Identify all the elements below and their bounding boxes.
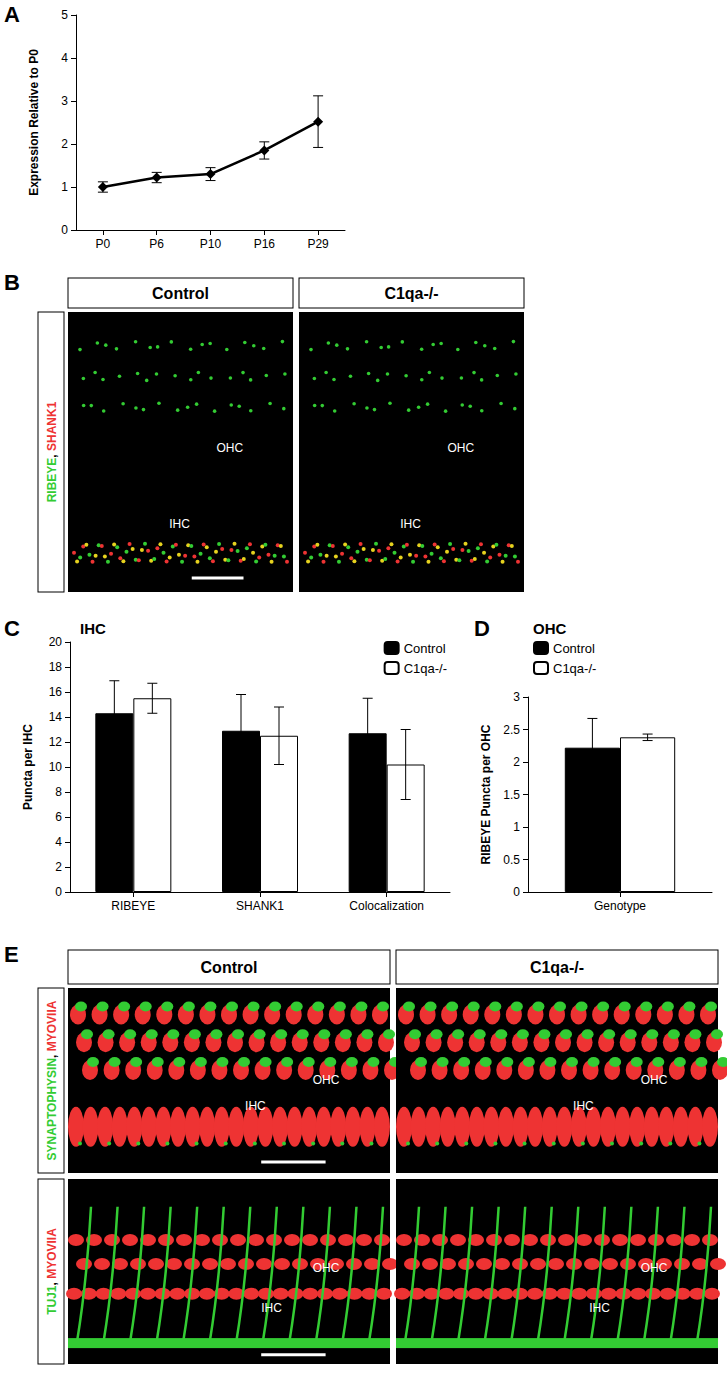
- svg-text:Colocalization: Colocalization: [349, 899, 424, 913]
- svg-text:18: 18: [49, 660, 63, 674]
- svg-text:OHC: OHC: [313, 1261, 340, 1275]
- svg-text:B: B: [4, 270, 20, 295]
- svg-text:C1qa-/-: C1qa-/-: [530, 959, 584, 976]
- svg-text:0: 0: [513, 885, 520, 899]
- svg-text:IHC: IHC: [169, 517, 190, 531]
- svg-text:6: 6: [55, 810, 62, 824]
- svg-text:SYNAPTOPHYSIN, MYOVIIA: SYNAPTOPHYSIN, MYOVIIA: [45, 1000, 59, 1160]
- svg-text:IHC: IHC: [261, 1301, 282, 1315]
- svg-text:Control: Control: [553, 641, 595, 656]
- svg-text:10: 10: [49, 760, 63, 774]
- svg-text:1.5: 1.5: [503, 788, 520, 802]
- svg-text:C1qa-/-: C1qa-/-: [384, 285, 438, 302]
- svg-text:IHC: IHC: [80, 620, 106, 637]
- svg-text:D: D: [474, 616, 490, 641]
- svg-text:IHC: IHC: [589, 1301, 610, 1315]
- svg-text:P0: P0: [96, 237, 111, 251]
- svg-text:OHC: OHC: [641, 1261, 668, 1275]
- svg-text:OHC: OHC: [448, 441, 475, 455]
- svg-text:Expression Relative to P0: Expression Relative to P0: [27, 49, 41, 196]
- svg-text:P29: P29: [307, 237, 329, 251]
- svg-text:Control: Control: [404, 641, 446, 656]
- svg-text:12: 12: [49, 735, 63, 749]
- svg-text:RIBEYE: RIBEYE: [111, 899, 155, 913]
- svg-text:2: 2: [61, 137, 68, 151]
- svg-text:OHC: OHC: [217, 441, 244, 455]
- svg-text:14: 14: [49, 710, 63, 724]
- svg-text:3: 3: [61, 94, 68, 108]
- svg-text:2: 2: [513, 755, 520, 769]
- svg-text:2.5: 2.5: [503, 723, 520, 737]
- svg-text:P10: P10: [200, 237, 222, 251]
- svg-text:SHANK1: SHANK1: [236, 899, 284, 913]
- svg-text:RIBEYE, SHANK1: RIBEYE, SHANK1: [45, 401, 59, 502]
- svg-text:C1qa-/-: C1qa-/-: [404, 661, 447, 676]
- svg-text:16: 16: [49, 685, 63, 699]
- svg-text:0: 0: [61, 223, 68, 237]
- svg-text:OHC: OHC: [533, 620, 567, 637]
- svg-text:P16: P16: [254, 237, 276, 251]
- svg-text:5: 5: [61, 8, 68, 22]
- svg-text:1: 1: [513, 820, 520, 834]
- svg-text:4: 4: [55, 835, 62, 849]
- svg-text:OHC: OHC: [641, 1073, 668, 1087]
- svg-text:IHC: IHC: [245, 1099, 266, 1113]
- svg-text:A: A: [4, 2, 20, 27]
- svg-text:Puncta per IHC: Puncta per IHC: [21, 724, 35, 810]
- svg-text:E: E: [4, 942, 19, 967]
- svg-text:Genotype: Genotype: [594, 899, 646, 913]
- svg-text:4: 4: [61, 51, 68, 65]
- svg-text:3: 3: [513, 690, 520, 704]
- svg-text:8: 8: [55, 785, 62, 799]
- svg-text:IHC: IHC: [400, 517, 421, 531]
- svg-text:0.5: 0.5: [503, 853, 520, 867]
- svg-text:IHC: IHC: [573, 1099, 594, 1113]
- svg-text:Control: Control: [152, 285, 209, 302]
- svg-text:TUJ1, MYOVIIA: TUJ1, MYOVIIA: [45, 1228, 59, 1315]
- svg-text:C1qa-/-: C1qa-/-: [553, 661, 596, 676]
- svg-text:20: 20: [49, 635, 63, 649]
- svg-text:RIBEYE Puncta per OHC: RIBEYE Puncta per OHC: [479, 724, 493, 864]
- svg-text:2: 2: [55, 860, 62, 874]
- svg-text:1: 1: [61, 180, 68, 194]
- svg-text:OHC: OHC: [313, 1073, 340, 1087]
- svg-text:Control: Control: [201, 959, 258, 976]
- svg-text:0: 0: [55, 885, 62, 899]
- svg-text:C: C: [4, 616, 20, 641]
- svg-text:P6: P6: [149, 237, 164, 251]
